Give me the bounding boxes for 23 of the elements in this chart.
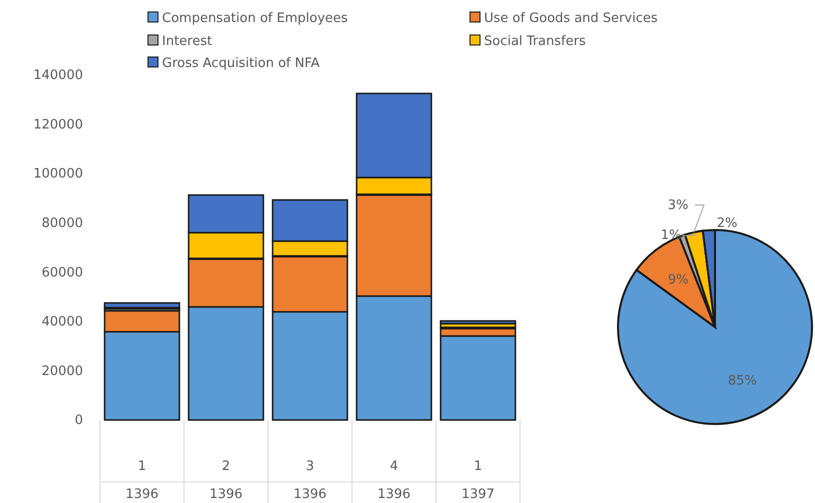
data-label: 1% xyxy=(660,228,682,243)
data-label: 3% xyxy=(668,198,688,213)
legend-label: Use of Goods and Services xyxy=(484,11,658,26)
data-label: 85% xyxy=(728,374,757,389)
y-tick-label: 80000 xyxy=(42,216,83,232)
x-tick-label: 1 1396 xyxy=(125,459,159,502)
y-tick-label: 20000 xyxy=(42,364,83,379)
y-tick-label: 120000 xyxy=(33,117,83,132)
y-tick-label: 60000 xyxy=(42,265,83,280)
y-tick-label: 0 xyxy=(74,413,83,428)
legend-label: Interest xyxy=(162,34,212,49)
data-label: 2% xyxy=(716,216,738,231)
x-tick-label: 3 1396 xyxy=(293,459,327,502)
y-tick-label: 100000 xyxy=(33,166,83,182)
data-label: 9% xyxy=(668,272,688,288)
legend-label: Compensation of Employees xyxy=(162,11,348,26)
y-tick-label: 40000 xyxy=(42,314,83,330)
y-tick-label: 140000 xyxy=(33,68,83,84)
legend-label: Gross Acquisition of NFA xyxy=(162,56,320,71)
x-tick-label: 2 1396 xyxy=(209,459,243,502)
legend-label: Social Transfers xyxy=(484,34,586,49)
x-tick-label: 4 1396 xyxy=(377,459,411,502)
x-tick-label: 1 1397 xyxy=(461,459,495,502)
